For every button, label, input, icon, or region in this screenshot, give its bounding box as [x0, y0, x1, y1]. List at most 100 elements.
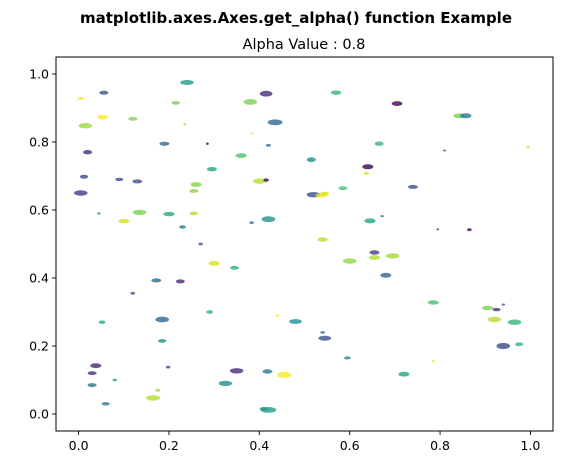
scatter-point: [250, 132, 255, 135]
scatter-point: [128, 117, 138, 121]
scatter-point: [320, 191, 330, 196]
scatter-point: [155, 388, 160, 392]
scatter-point: [171, 101, 180, 105]
scatter-point: [487, 316, 502, 323]
scatter-point: [306, 157, 316, 163]
scatter-point: [492, 307, 501, 312]
scatter-point: [74, 190, 88, 196]
scatter-point: [206, 142, 209, 145]
scatter-point: [362, 164, 374, 170]
scatter-point: [175, 279, 185, 284]
scatter-point: [261, 216, 276, 223]
axes-frame: [55, 56, 554, 432]
scatter-point: [380, 215, 385, 218]
scatter-point: [364, 218, 376, 224]
scatter-point: [481, 305, 494, 311]
scatter-point: [526, 146, 531, 149]
scatter-point: [118, 219, 130, 224]
scatter-point: [263, 178, 269, 182]
scatter-point: [198, 242, 203, 246]
scatter-point: [87, 383, 97, 388]
scatter-point: [96, 114, 109, 120]
scatter-point: [158, 339, 167, 343]
scatter-point: [249, 221, 254, 225]
chart-title: matplotlib.axes.Axes.get_alpha() functio…: [80, 9, 512, 27]
scatter-point: [267, 119, 283, 126]
scatter-point: [218, 380, 233, 387]
scatter-point: [443, 149, 446, 152]
scatter-point: [436, 228, 440, 231]
y-axis: 0.0 0.2 0.4 0.6 0.8 1.0: [29, 67, 56, 422]
scatter-point: [90, 363, 102, 369]
scatter-point: [398, 371, 410, 377]
scatter-point: [496, 342, 511, 350]
scatter-point: [165, 365, 171, 369]
scatter-point: [501, 303, 506, 306]
scatter-point: [180, 80, 194, 85]
scatter-point: [391, 101, 403, 106]
scatter-point: [151, 278, 162, 283]
scatter-point: [259, 90, 273, 97]
scatter-point: [83, 150, 93, 155]
y-tick-label: 1.0: [29, 67, 49, 82]
scatter-point: [208, 260, 220, 266]
scatter-point: [407, 184, 418, 189]
scatter-point: [342, 258, 357, 264]
scatter-point: [265, 144, 272, 147]
scatter-point: [101, 402, 110, 406]
scatter-point: [369, 250, 380, 255]
scatter-point: [320, 331, 325, 334]
x-tick-label: 1.0: [520, 438, 540, 453]
scatter-point: [155, 316, 169, 323]
scatter-point: [112, 378, 117, 382]
scatter-point: [183, 123, 187, 126]
scatter-point: [206, 310, 214, 314]
scatter-point: [145, 395, 161, 401]
y-tick-label: 0.2: [29, 339, 49, 354]
scatter-point: [289, 319, 302, 324]
y-tick-label: 0.8: [29, 135, 49, 150]
scatter-point: [77, 97, 85, 100]
y-tick-label: 0.4: [29, 271, 49, 286]
y-tick-label: 0.6: [29, 203, 49, 218]
scatter-point: [243, 99, 258, 105]
scatter-point: [277, 371, 292, 378]
scatter-point: [260, 407, 277, 413]
scatter-point: [97, 212, 101, 215]
scatter-point: [78, 123, 93, 129]
scatter-point: [368, 255, 381, 260]
scatter-point: [467, 228, 472, 232]
scatter-point: [230, 265, 239, 270]
scatter-point: [190, 182, 202, 187]
scatter-point: [235, 153, 247, 159]
scatter-point: [99, 90, 109, 95]
scatter-point: [206, 167, 217, 172]
scatter-point: [159, 141, 170, 146]
x-tick-label: 0.6: [340, 438, 360, 453]
scatter-point: [275, 314, 280, 317]
x-axis: 0.0 0.2 0.4 0.6 0.8 1.0: [69, 431, 540, 453]
scatter-point: [317, 237, 328, 242]
scatter-point: [252, 178, 266, 184]
scatter-point: [431, 360, 435, 363]
scatter-point: [515, 342, 524, 347]
scatter-point: [87, 371, 97, 376]
scatter-point: [163, 211, 175, 217]
scatter-point: [132, 209, 147, 216]
scatter-point: [507, 319, 522, 325]
scatter-point: [330, 90, 342, 95]
scatter-point: [344, 356, 351, 360]
scatter-point: [338, 186, 348, 191]
scatter-point: [229, 368, 244, 374]
scatter-point: [374, 141, 384, 146]
x-tick-label: 0.2: [159, 438, 179, 453]
scatter-point: [130, 291, 136, 295]
scatter-point: [427, 300, 439, 305]
points-layer: [74, 80, 531, 413]
scatter-point: [380, 272, 392, 278]
chart-subtitle: Alpha Value : 0.8: [243, 37, 366, 53]
x-tick-label: 0.0: [69, 438, 89, 453]
x-tick-label: 0.8: [430, 438, 450, 453]
scatter-point: [189, 211, 198, 216]
